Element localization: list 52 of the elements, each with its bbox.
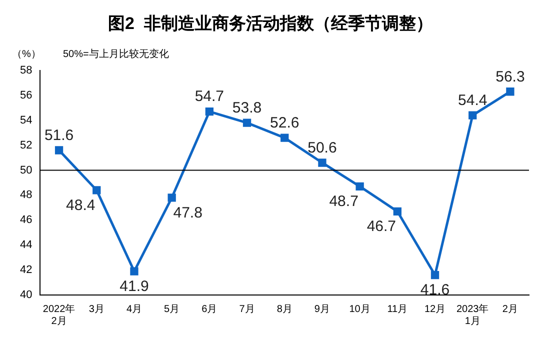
y-tick-label: 40 <box>20 289 32 302</box>
x-tick-label: 12月 <box>424 304 446 315</box>
y-tick-label: 50 <box>20 164 32 176</box>
data-label: 41.6 <box>420 282 450 299</box>
data-label: 52.6 <box>270 114 300 132</box>
point <box>318 158 326 167</box>
text: 50%=与上月比较无变化 <box>63 48 169 60</box>
x-tick-label: 2022年 2月 <box>42 302 76 327</box>
y-tick-label: 46 <box>20 214 32 226</box>
point <box>430 270 440 280</box>
data-label: 41.9 <box>120 278 149 295</box>
point <box>130 267 138 276</box>
y-axis-title: （%） <box>12 49 41 60</box>
y-tick-label: 54 <box>20 114 32 126</box>
data-label: 48.7 <box>329 193 358 210</box>
point <box>92 186 101 194</box>
y-tick-label: 44 <box>20 239 32 252</box>
y-tick-label: 42 <box>20 264 32 276</box>
x-tick-label: 4月 <box>126 304 142 315</box>
data-label: 56.3 <box>496 68 525 86</box>
x-tick-label: 8月 <box>276 304 292 315</box>
y-tick-label: 52 <box>20 139 32 152</box>
point <box>54 146 64 154</box>
data-label: 50.6 <box>308 139 337 156</box>
x-tick-label: 5月 <box>164 304 180 315</box>
x-tick-label: 7月 <box>239 304 255 315</box>
data-label: 51.6 <box>44 126 74 144</box>
chart-title: 图2 非制造业商务活动指数（经季节调整） <box>108 14 433 33</box>
y-tick-label: 48 <box>20 189 32 202</box>
data-label: 54.4 <box>458 92 488 109</box>
x-tick-label: 3月 <box>88 304 104 315</box>
data-label: 47.8 <box>173 204 202 222</box>
x-tick-label: 2月 <box>502 304 518 315</box>
point <box>280 134 289 142</box>
point <box>205 108 214 116</box>
data-label: 46.7 <box>366 218 396 236</box>
point <box>506 88 514 96</box>
data-label: 48.4 <box>66 196 96 214</box>
x-tick-label: 11月 <box>387 304 408 315</box>
data-label: 53.8 <box>232 99 262 116</box>
point <box>242 118 252 127</box>
y-tick-label: 56 <box>20 89 32 102</box>
point <box>468 111 477 120</box>
y-tick-label: 58 <box>20 64 32 76</box>
point <box>356 182 364 191</box>
point <box>168 194 176 202</box>
data-label: 54.7 <box>194 88 224 106</box>
x-tick-label: 6月 <box>202 304 218 315</box>
point <box>393 207 402 216</box>
x-tick-label: 10月 <box>349 304 370 315</box>
x-tick-label: 9月 <box>314 304 330 315</box>
x-tick-label: 2023年 1月 <box>456 302 489 327</box>
